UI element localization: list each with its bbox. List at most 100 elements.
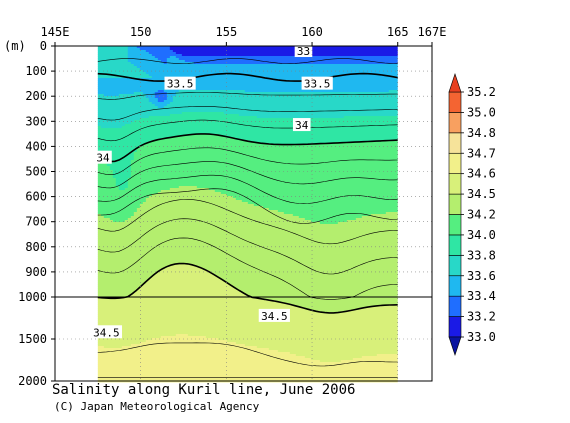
salinity-cell — [97, 110, 398, 113]
salinity-cell — [142, 144, 398, 147]
salinity-cell — [361, 216, 398, 219]
salinity-cell — [97, 176, 114, 179]
salinity-cell — [97, 140, 153, 143]
contour-label-bg — [294, 44, 313, 58]
contour-label: 33.5 — [167, 78, 194, 91]
colorbar-swatch — [448, 193, 462, 215]
salinity-cell — [157, 58, 168, 61]
contour-label: 33 — [297, 45, 310, 58]
salinity-cell — [97, 222, 321, 225]
salinity-cell — [121, 346, 258, 349]
salinity-cell — [97, 362, 398, 365]
salinity-cell — [214, 274, 398, 277]
salinity-cell — [112, 172, 132, 175]
colorbar-swatch — [448, 316, 462, 338]
salinity-cell — [127, 48, 141, 51]
salinity-cell — [355, 218, 398, 221]
salinity-cell — [388, 90, 398, 93]
colorbar-label: 33.8 — [467, 248, 496, 262]
salinity-cell — [97, 280, 147, 283]
salinity-cell — [133, 152, 398, 155]
y-tick-label: 2000 — [18, 374, 47, 388]
salinity-cell — [238, 114, 398, 117]
salinity-cell — [160, 60, 168, 63]
salinity-cell — [106, 164, 132, 167]
salinity-cell — [97, 170, 114, 173]
salinity-cell — [97, 122, 132, 125]
contour-label: 34.5 — [93, 326, 120, 339]
x-tick-label: 155 — [216, 25, 238, 39]
salinity-cell — [97, 186, 120, 189]
salinity-cell — [127, 178, 398, 181]
salinity-cell — [208, 270, 398, 273]
salinity-cell — [97, 266, 168, 269]
salinity-cell — [97, 150, 138, 153]
contour-line — [97, 237, 398, 300]
salinity-cell — [115, 178, 129, 181]
salinity-cell — [97, 370, 398, 373]
salinity-cell — [163, 100, 174, 103]
salinity-cell — [166, 58, 180, 61]
salinity-cell — [343, 116, 398, 119]
salinity-cell — [157, 90, 165, 93]
salinity-cell — [97, 318, 398, 321]
salinity-cell — [151, 54, 183, 57]
salinity-cell — [256, 116, 345, 119]
salinity-cell — [145, 142, 261, 145]
colorbar-label: 33.6 — [467, 269, 496, 283]
salinity-cell — [97, 138, 162, 141]
salinity-cell — [172, 98, 398, 101]
salinity-cell — [283, 212, 387, 215]
salinity-cell — [151, 338, 219, 341]
salinity-cell — [310, 220, 348, 223]
salinity-cell — [139, 68, 398, 71]
y-tick-label: 500 — [25, 165, 47, 179]
contour-line — [97, 72, 398, 82]
salinity-cell — [277, 350, 398, 353]
salinity-cell — [97, 212, 135, 215]
salinity-cell — [127, 54, 153, 57]
salinity-cell — [172, 100, 398, 103]
contour-line — [97, 92, 398, 100]
salinity-cell — [97, 230, 398, 233]
salinity-cell — [139, 204, 255, 207]
salinity-cell — [187, 334, 398, 337]
salinity-cell — [307, 308, 360, 311]
salinity-cell — [157, 100, 165, 103]
colorbar-swatch — [448, 255, 462, 277]
salinity-cell — [97, 126, 102, 129]
salinity-cell — [235, 198, 398, 201]
salinity-cell — [97, 202, 144, 205]
salinity-cell — [235, 342, 398, 345]
salinity-cell — [97, 368, 398, 371]
salinity-cell — [136, 148, 398, 151]
salinity-cell — [97, 60, 129, 63]
salinity-cell — [97, 116, 150, 119]
colorbar-swatch — [448, 132, 462, 154]
salinity-cell — [235, 288, 398, 291]
salinity-cell — [97, 366, 398, 369]
salinity-cell — [97, 306, 300, 309]
salinity-cell — [97, 88, 398, 91]
salinity-cell — [292, 304, 390, 307]
y-tick-label: 800 — [25, 240, 47, 254]
salinity-cell — [97, 364, 398, 367]
salinity-cell — [304, 218, 357, 221]
salinity-cell — [220, 278, 398, 281]
salinity-cell — [304, 356, 363, 359]
salinity-cell — [223, 112, 398, 115]
colorbar-over-arrow — [448, 73, 462, 93]
salinity-cell — [268, 348, 398, 351]
salinity-cell — [97, 156, 135, 159]
salinity-cell — [97, 84, 398, 87]
salinity-cell — [97, 338, 153, 341]
colorbar-label: 34.2 — [467, 208, 496, 222]
salinity-cell — [169, 114, 240, 117]
salinity-cell — [97, 274, 156, 277]
salinity-cell — [214, 190, 398, 193]
salinity-cell — [97, 164, 108, 167]
salinity-cell — [97, 194, 153, 197]
salinity-cell — [139, 342, 237, 345]
contour-label-bg — [292, 118, 311, 132]
salinity-cell — [166, 62, 195, 65]
